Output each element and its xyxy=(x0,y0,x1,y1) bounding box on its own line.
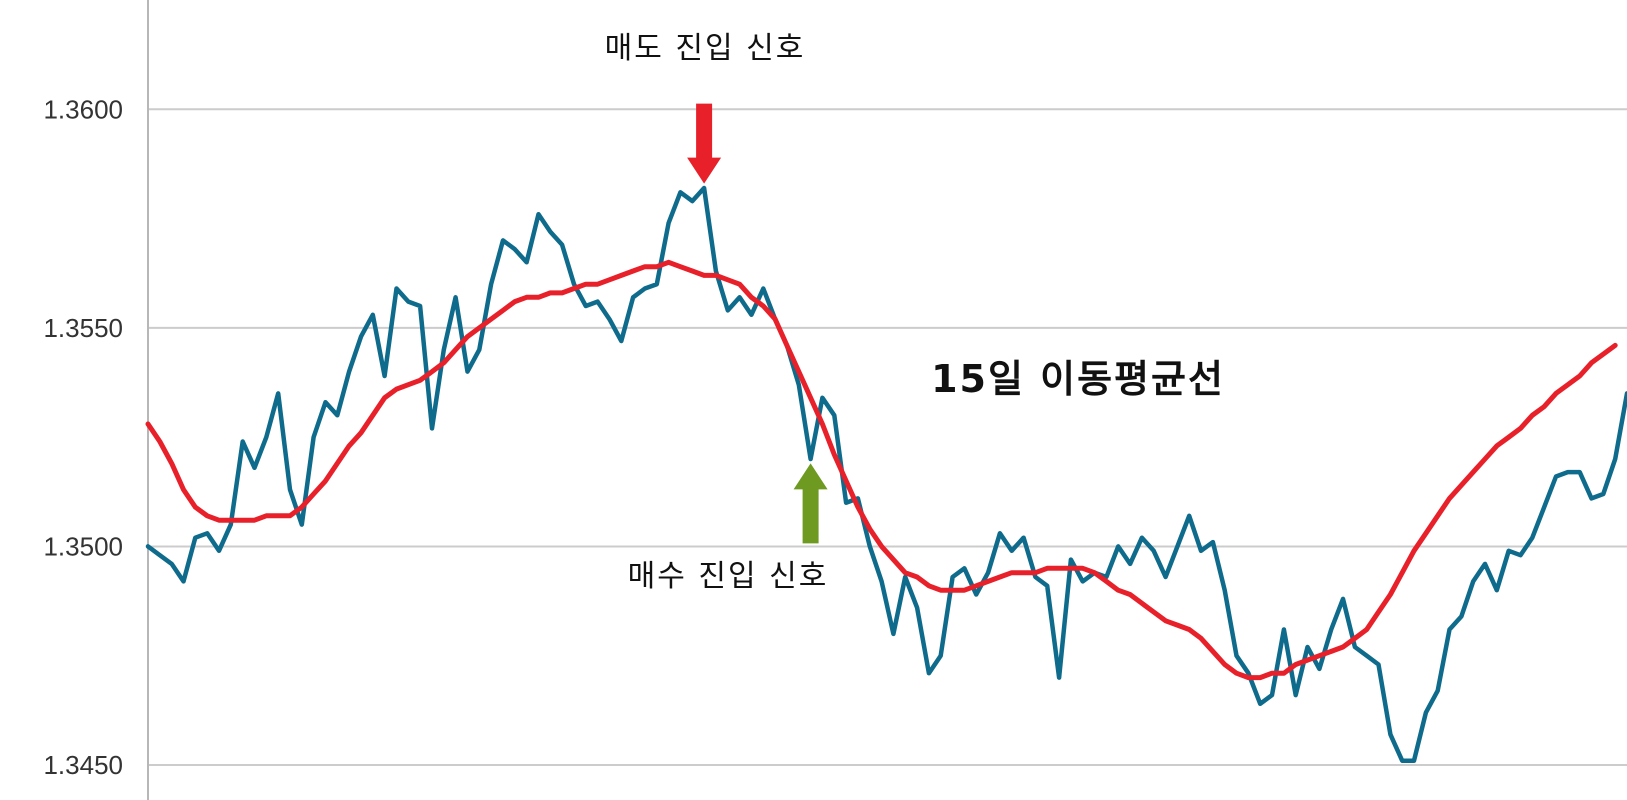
sell-signal-arrow xyxy=(687,103,722,184)
ma15-series-label: 15일 이동평균선 xyxy=(931,357,1225,401)
ma15-series-line xyxy=(145,259,1618,681)
y-tick-labels: 1.3600 1.3550 1.3500 1.3450 xyxy=(43,94,123,780)
buy-signal-label: 매수 진입 신호 xyxy=(628,559,829,594)
price-series-line xyxy=(145,185,1627,763)
y-tick-label: 1.3450 xyxy=(43,750,123,780)
y-tick-label: 1.3550 xyxy=(43,313,123,343)
buy-signal-arrow xyxy=(793,463,828,544)
series-lines xyxy=(145,185,1627,763)
signal-arrows xyxy=(687,103,828,544)
y-tick-label: 1.3500 xyxy=(43,531,123,561)
sell-signal-label: 매도 진입 신호 xyxy=(605,31,806,66)
gridlines xyxy=(148,108,1627,767)
y-tick-label: 1.3600 xyxy=(43,94,123,124)
